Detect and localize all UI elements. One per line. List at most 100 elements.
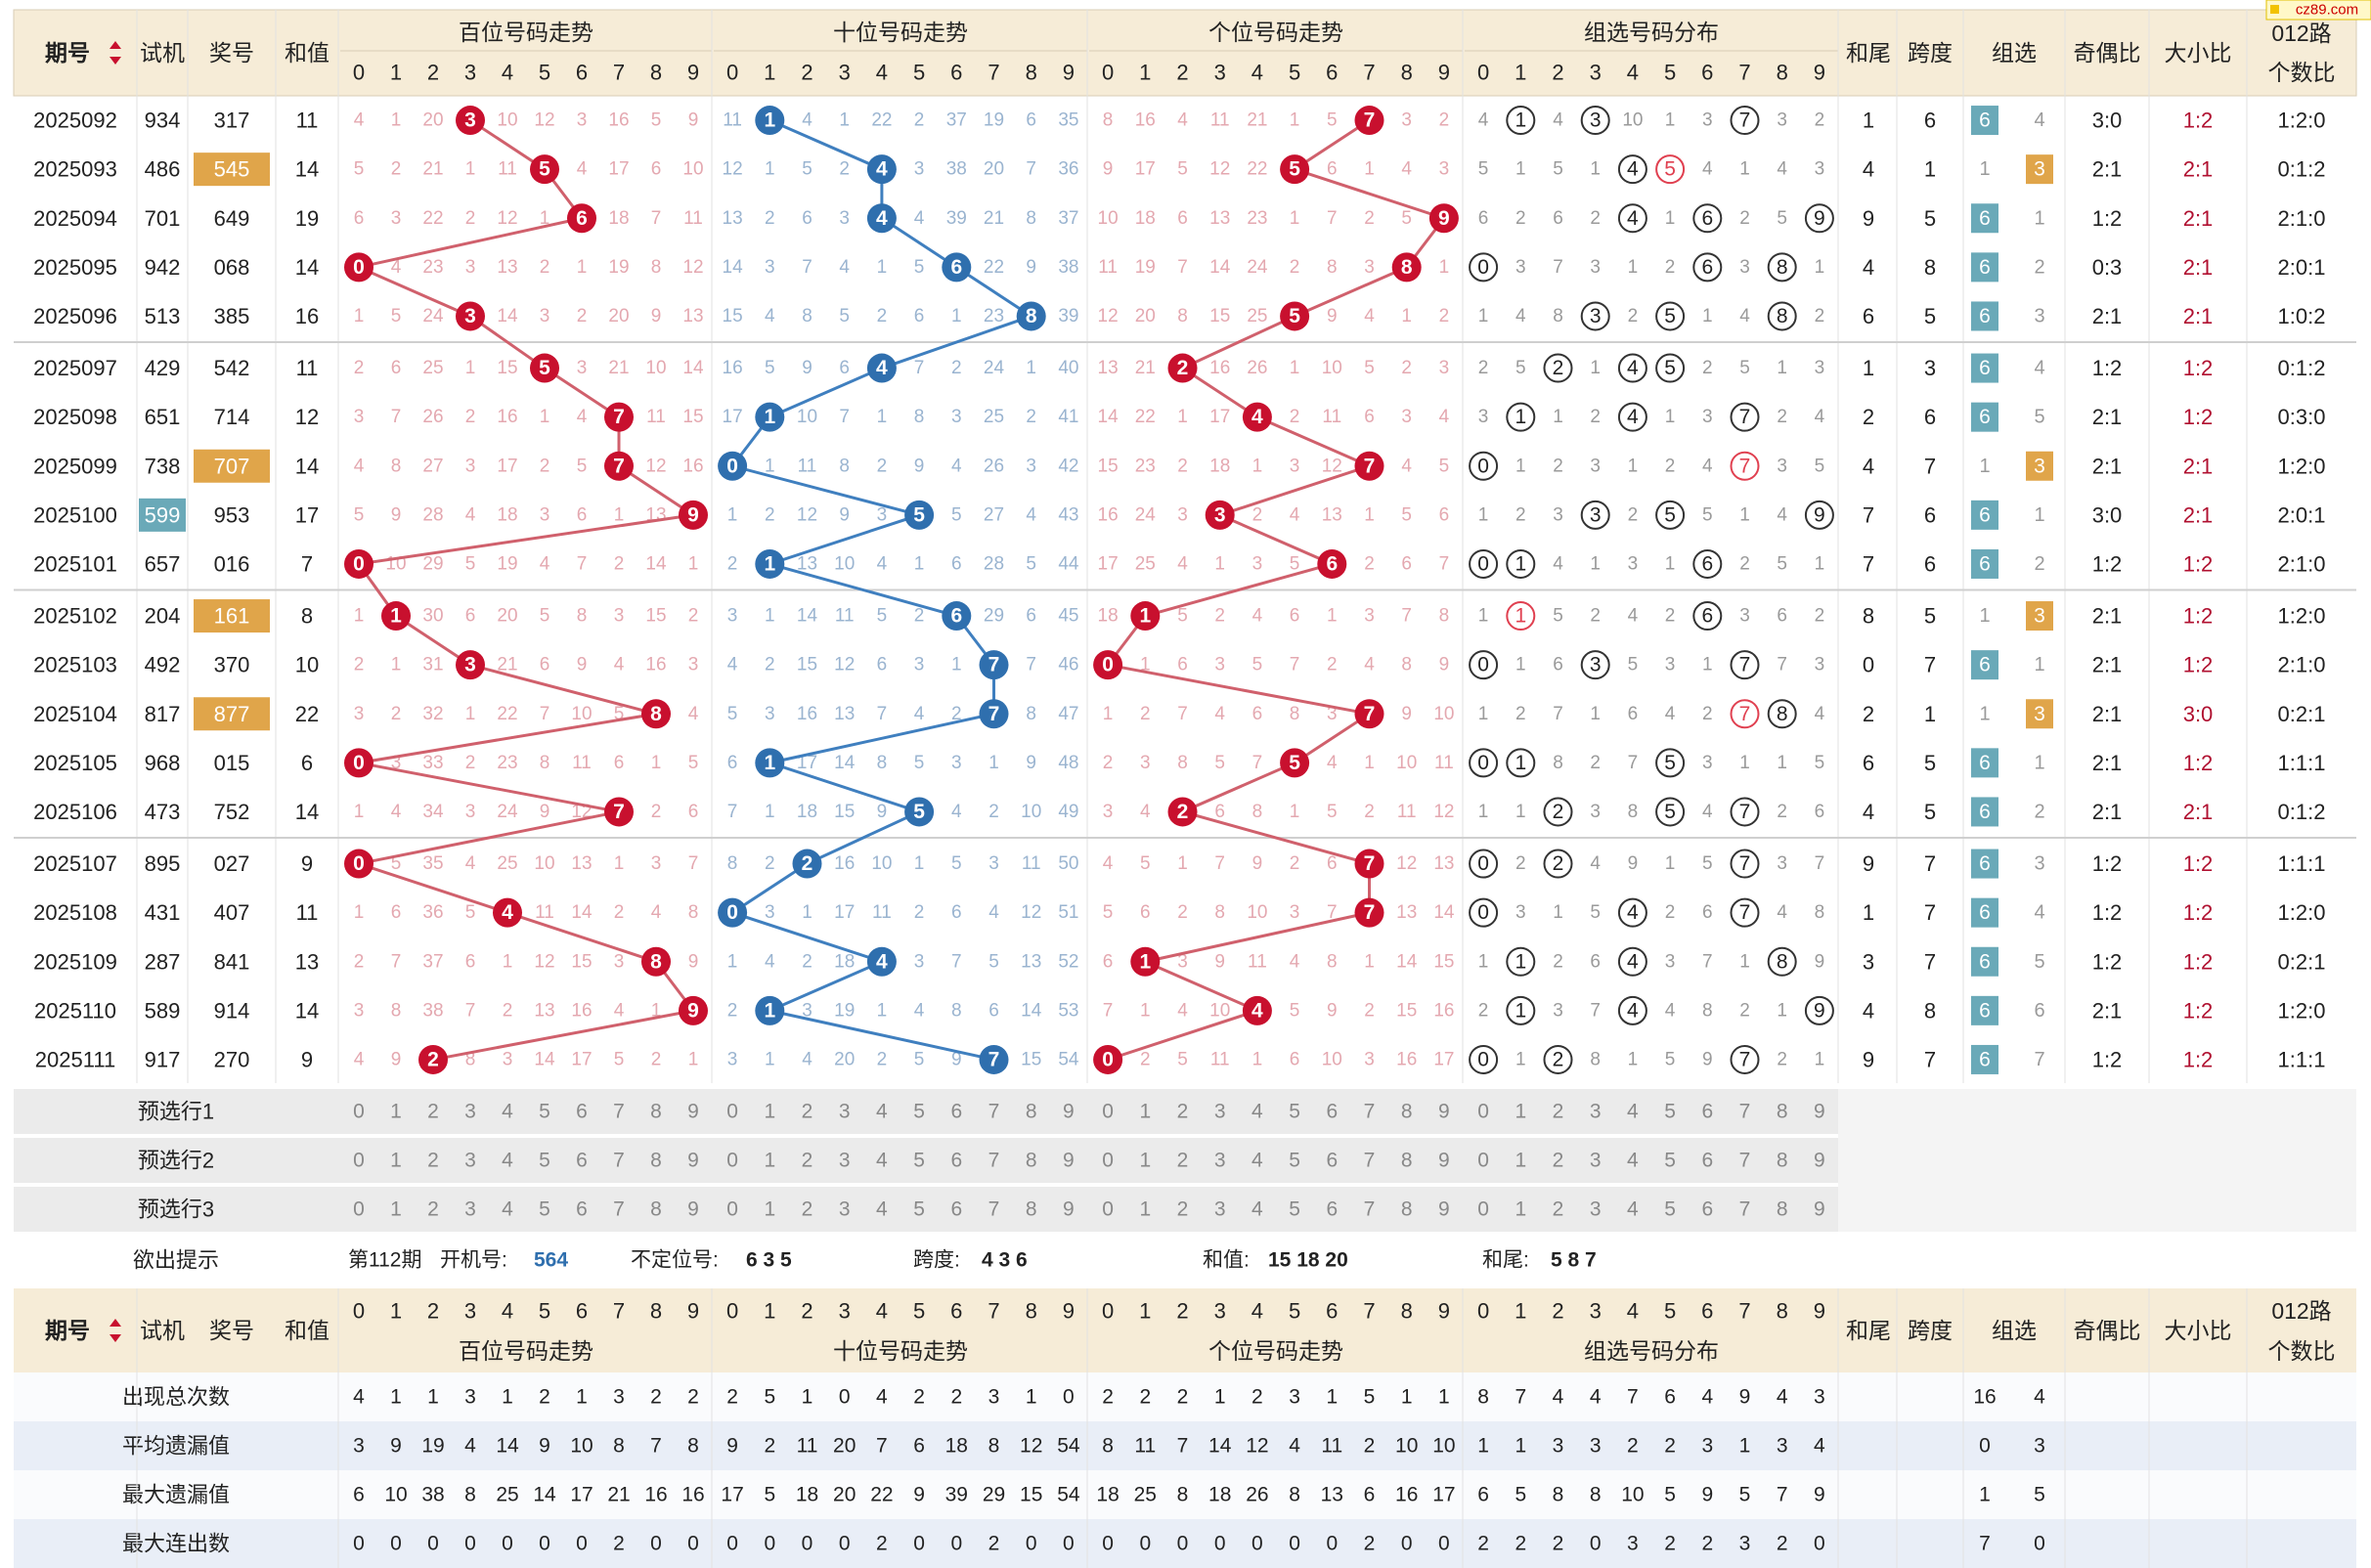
miss-value: 30 [422, 606, 443, 627]
miss-value: 15 [497, 358, 517, 378]
row-big-small: 1:2 [2183, 405, 2214, 429]
award-highlight [194, 449, 270, 483]
miss-value: 2 [765, 853, 775, 874]
miss-value: 43 [1058, 504, 1078, 525]
group-miss-value: 5 [1515, 358, 1526, 378]
stat-value: 9 [1739, 1386, 1751, 1409]
footer-digit: 2 [801, 1299, 812, 1324]
group-hit-circle [1469, 748, 1499, 778]
miss-value: 2 [465, 753, 476, 773]
footer-digit: 7 [613, 1299, 625, 1324]
miss-value: 2 [1364, 208, 1375, 229]
miss-value: 12 [1322, 456, 1342, 476]
group-miss-value: 3 [1777, 110, 1787, 131]
miss-value: 7 [391, 407, 402, 427]
miss-value: 9 [951, 1049, 962, 1069]
miss-value: 1 [577, 257, 588, 278]
row-odd-even: 2:1 [2092, 304, 2123, 328]
miss-value: 12 [1021, 902, 1041, 923]
group-miss-value: 1 [1739, 504, 1750, 525]
miss-value: 18 [1135, 208, 1156, 229]
miss-value: 1 [988, 753, 999, 773]
row-test: 895 [145, 851, 181, 876]
header-units: 个位号码走势 [1208, 20, 1343, 45]
group-hit-circle [1767, 301, 1797, 331]
row-period: 2025106 [33, 800, 117, 824]
miss-value: 21 [1135, 358, 1156, 378]
miss-value: 5 [688, 753, 699, 773]
stat-value: 38 [421, 1484, 444, 1506]
stat-value: 0 [353, 1533, 365, 1555]
miss-value: 3 [1026, 456, 1036, 476]
group-hit-digit: 5 [1664, 357, 1676, 379]
stat-value: 7 [650, 1435, 662, 1458]
row-route: 1:2:0 [2278, 900, 2326, 925]
miss-value: 2 [540, 456, 550, 476]
miss-value: 2 [877, 456, 888, 476]
trend-ball-digit: 2 [1177, 801, 1189, 823]
stat-value: 1 [1515, 1435, 1526, 1458]
stat-value: 2 [1664, 1533, 1676, 1555]
miss-value: 7 [839, 407, 850, 427]
miss-value: 2 [914, 902, 925, 923]
preselect-digit: 0 [1477, 1198, 1489, 1221]
preselect-digit: 7 [1739, 1101, 1751, 1123]
row-test: 934 [145, 109, 181, 133]
miss-value: 4 [1401, 456, 1412, 476]
group6-box [1971, 252, 1998, 283]
group-miss-value: 1 [1553, 902, 1563, 923]
miss-value: 25 [497, 853, 517, 874]
miss-value: 5 [1364, 358, 1375, 378]
miss-value: 8 [651, 257, 662, 278]
miss-value: 5 [614, 704, 625, 724]
trend-ball-digit: 5 [913, 503, 925, 526]
footer-digit: 6 [1326, 1299, 1338, 1324]
group-hit-circle [1730, 1044, 1760, 1074]
header-bg [14, 10, 2356, 96]
miss-value: 16 [1135, 110, 1156, 131]
miss-value: 1 [1290, 110, 1300, 131]
trend-ball [1428, 203, 1459, 234]
row-sum-tail: 9 [1863, 851, 1874, 876]
trend-ball-digit: 5 [913, 801, 925, 823]
stat-value: 3 [1777, 1435, 1788, 1458]
miss-value: 22 [1135, 407, 1156, 427]
miss-value: 5 [765, 358, 775, 378]
group-hit-digit: 1 [1515, 950, 1526, 973]
miss-value: 8 [1290, 704, 1300, 724]
miss-value: 4 [614, 1000, 625, 1021]
row-sum: 14 [295, 800, 319, 824]
stat-label: 最大连出数 [122, 1532, 230, 1556]
group-miss-value: 1 [1702, 306, 1713, 327]
row-sum-tail: 6 [1863, 751, 1874, 775]
miss-value: 1 [951, 306, 962, 327]
stat-value: 3 [1814, 1386, 1825, 1409]
preselect-digit: 5 [913, 1150, 925, 1172]
group-miss-value: 3 [1628, 553, 1639, 574]
trend-ball [344, 548, 373, 579]
trend-ball-digit: 8 [1401, 256, 1413, 279]
stat-value: 21 [607, 1484, 630, 1506]
miss-value: 6 [1327, 853, 1338, 874]
stat-value: 9 [539, 1435, 550, 1458]
row-sum: 14 [295, 454, 319, 478]
group-hit-double-digit: 1 [1515, 605, 1526, 628]
hint-test-label: 开机号: [440, 1249, 507, 1272]
miss-value: 15 [723, 306, 743, 327]
group-hit-digit: 6 [1701, 552, 1713, 575]
footer-digit: 7 [1363, 1299, 1375, 1324]
group-miss-value: 2 [1590, 753, 1601, 773]
group-hit-digit: 2 [1553, 357, 1564, 379]
group-miss-value: 1 [1665, 553, 1676, 574]
miss-value: 5 [1026, 553, 1036, 574]
miss-value: 11 [872, 902, 892, 923]
header-digit: 1 [1139, 61, 1151, 85]
row-sum: 22 [295, 702, 319, 726]
miss-value: 10 [1322, 358, 1342, 378]
row-span: 1 [1924, 702, 1936, 726]
trend-ball [979, 1044, 1009, 1074]
group-miss-value: 2 [1590, 407, 1601, 427]
miss-value: 4 [1364, 306, 1375, 327]
row-big-small: 1:2 [2183, 356, 2214, 380]
miss-value: 13 [682, 306, 703, 327]
